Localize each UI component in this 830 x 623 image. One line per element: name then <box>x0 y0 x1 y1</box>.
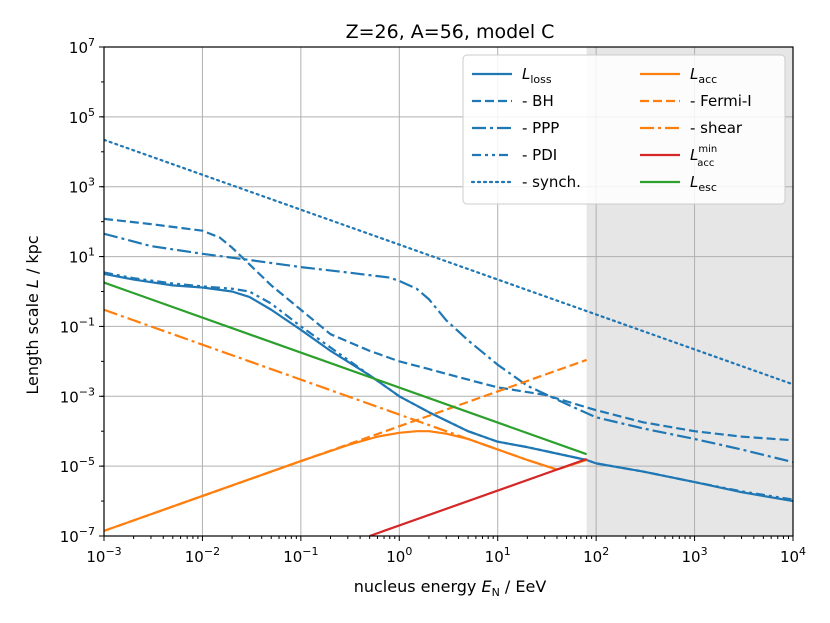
series-lines <box>104 138 793 536</box>
y-tick-label: 101 <box>69 246 95 267</box>
legend-label-pdi: - PDI <box>522 146 557 164</box>
y-tick-label: 10−5 <box>60 455 95 476</box>
legend-box <box>462 54 786 205</box>
legend-label-ppp: - PPP <box>522 119 559 137</box>
y-tick-label: 10−7 <box>60 525 95 546</box>
y-tick-label: 10−3 <box>60 385 95 406</box>
series-line-ppp <box>104 232 793 464</box>
series-line-synch <box>104 138 793 386</box>
y-axis-label: Length scale L / kpc <box>23 235 42 394</box>
y-tick-label: 103 <box>69 176 95 197</box>
series-line-esc <box>104 281 587 456</box>
ticks <box>99 46 794 541</box>
series-line-fermi <box>104 358 587 532</box>
legend-label-accmin: Lmin acc <box>690 144 717 169</box>
series-line-bh <box>104 217 793 442</box>
x-axis-label: nucleus energy EN / EeV <box>354 577 547 599</box>
x-tick-label: 102 <box>583 545 609 566</box>
legend-label-fermi: - Fermi-I <box>690 92 752 110</box>
x-tick-label: 10−3 <box>86 545 121 566</box>
y-tick-label: 107 <box>69 36 95 57</box>
y-tick-label: 10−1 <box>60 315 95 336</box>
legend-label-shear: - shear <box>690 119 743 137</box>
series-line-pdi <box>104 271 793 501</box>
x-tick-label: 103 <box>682 545 708 566</box>
x-tick-label: 101 <box>485 545 511 566</box>
legend-label-acc: Lacc <box>690 65 717 86</box>
legend-label-esc: Lesc <box>690 173 717 194</box>
plot-area: 10−3 10−2 10−1 100 101 102 103 104 10−7 10−5 10−3 1… <box>60 36 806 566</box>
legend-label-loss: Lloss <box>522 65 552 86</box>
chart-title: Z=26, A=56, model C <box>346 21 555 43</box>
y-tick-label: 105 <box>69 106 95 127</box>
x-tick-label: 104 <box>780 545 806 566</box>
series-line-shear <box>104 308 558 471</box>
x-tick-label: 10−1 <box>283 545 318 566</box>
legend-label-bh: - BH <box>522 92 554 110</box>
legend-label-synch: - synch. <box>522 173 581 191</box>
series-line-accmin <box>369 457 587 536</box>
x-tick-label: 100 <box>386 545 412 566</box>
legend: Lloss - BH - PPP - PDI - synch. Lacc - Fe… <box>462 54 786 205</box>
x-tick-label: 10−2 <box>185 545 220 566</box>
